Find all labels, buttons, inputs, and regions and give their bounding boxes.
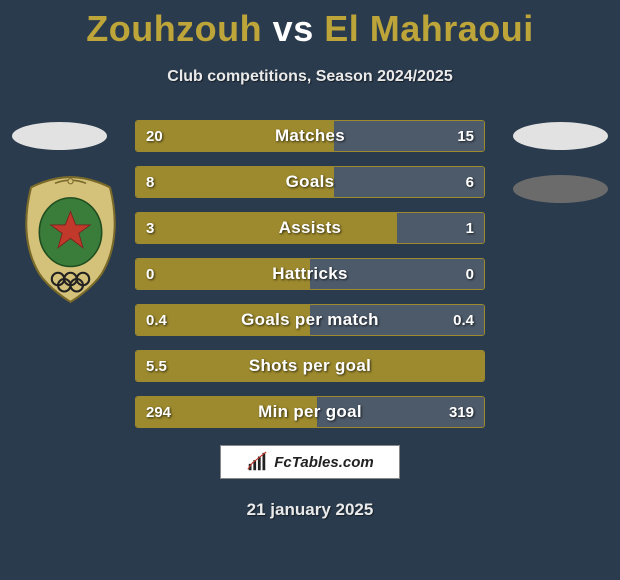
player2-club-placeholder-1 xyxy=(513,122,608,150)
vs-text: vs xyxy=(273,8,314,49)
stat-row: 86Goals xyxy=(135,166,485,198)
footer-date: 21 january 2025 xyxy=(0,500,620,520)
stat-label: Shots per goal xyxy=(136,351,484,381)
stat-label: Hattricks xyxy=(136,259,484,289)
stat-label: Goals xyxy=(136,167,484,197)
player1-club-placeholder xyxy=(12,122,107,150)
chart-icon xyxy=(246,451,268,473)
stat-row: 0.40.4Goals per match xyxy=(135,304,485,336)
player2-name: El Mahraoui xyxy=(324,8,534,49)
stat-row: 00Hattricks xyxy=(135,258,485,290)
page-title: Zouhzouh vs El Mahraoui xyxy=(0,0,620,50)
stat-label: Min per goal xyxy=(136,397,484,427)
stat-label: Matches xyxy=(136,121,484,151)
stats-comparison: 2015Matches 86Goals 31Assists 00Hattricks 0.… xyxy=(135,120,485,442)
player2-club-placeholder-2 xyxy=(513,175,608,203)
stat-row: 5.5Shots per goal xyxy=(135,350,485,382)
player1-national-crest xyxy=(18,175,123,305)
stat-label: Assists xyxy=(136,213,484,243)
subtitle: Club competitions, Season 2024/2025 xyxy=(0,68,620,86)
stat-row: 294319Min per goal xyxy=(135,396,485,428)
stat-row: 2015Matches xyxy=(135,120,485,152)
brand-text: FcTables.com xyxy=(274,454,373,471)
brand-badge: FcTables.com xyxy=(220,445,400,479)
stat-label: Goals per match xyxy=(136,305,484,335)
stat-row: 31Assists xyxy=(135,212,485,244)
player1-name: Zouhzouh xyxy=(86,8,262,49)
